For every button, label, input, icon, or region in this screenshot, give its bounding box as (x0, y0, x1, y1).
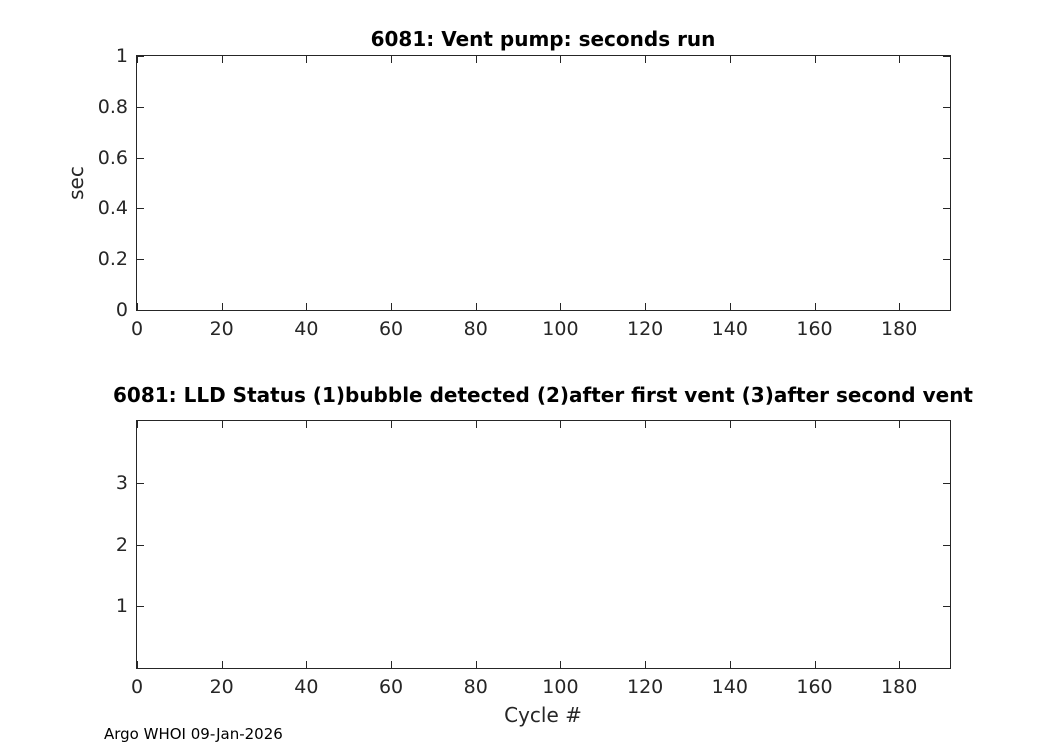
x-tick-mark (560, 303, 562, 310)
x-tick-label: 80 (463, 318, 488, 340)
x-tick-mark (645, 421, 647, 428)
x-tick-label: 0 (130, 318, 144, 340)
y-tick-label: 0.2 (97, 248, 128, 271)
y-tick-mark (137, 208, 144, 210)
lld-status-plot-area: 0 20 40 60 80 100 120 140 160 180 1 2 3 (116, 420, 951, 698)
x-tick-mark (560, 421, 562, 428)
y-tick-mark (137, 56, 144, 57)
x-tick-mark (475, 661, 477, 668)
x-tick-label: 20 (209, 318, 234, 340)
y-tick-mark (943, 106, 950, 108)
x-tick-mark (729, 303, 731, 310)
x-tick-label: 40 (294, 318, 319, 340)
x-tick-mark (645, 303, 647, 310)
x-tick-label: 80 (463, 676, 488, 698)
vent-pump-chart-title: 6081: Vent pump: seconds run (370, 27, 716, 51)
y-tick-mark (943, 482, 950, 484)
y-tick-mark (137, 157, 144, 159)
figure-footer: Argo WHOI 09-Jan-2026 (104, 725, 283, 743)
x-tick-label: 100 (542, 676, 579, 698)
cycle-x-axis-label: Cycle # (504, 703, 582, 727)
x-tick-mark (475, 56, 477, 63)
x-tick-mark (645, 661, 647, 668)
x-tick-mark (391, 56, 393, 63)
y-tick-label: 1 (115, 45, 128, 67)
y-tick-mark (943, 157, 950, 159)
y-tick-label: 1 (115, 595, 128, 618)
x-tick-label: 60 (378, 676, 404, 698)
x-tick-label: 180 (881, 676, 918, 698)
x-tick-mark (899, 661, 901, 668)
y-tick-mark (137, 606, 144, 608)
x-tick-mark (814, 56, 816, 63)
x-tick-label: 140 (711, 676, 748, 698)
x-tick-label: 120 (626, 676, 664, 698)
x-tick-mark (221, 303, 223, 310)
x-tick-mark (391, 661, 393, 668)
x-tick-mark (899, 56, 901, 63)
x-tick-mark (306, 303, 308, 310)
x-tick-mark (137, 421, 138, 428)
x-tick-mark (645, 56, 647, 63)
x-tick-mark (814, 421, 816, 428)
x-tick-mark (729, 56, 731, 63)
x-tick-mark (306, 661, 308, 668)
y-tick-label: 3 (115, 471, 128, 494)
y-tick-mark (943, 208, 950, 210)
x-tick-mark (137, 303, 138, 310)
x-tick-mark (391, 421, 393, 428)
x-tick-label: 40 (294, 676, 319, 698)
x-tick-mark (560, 661, 562, 668)
x-tick-mark (221, 56, 223, 63)
x-tick-label: 20 (209, 676, 234, 698)
x-tick-mark (899, 303, 901, 310)
x-tick-label: 120 (626, 318, 664, 340)
x-tick-mark (391, 303, 393, 310)
lld-status-chart-title: 6081: LLD Status (1)bubble detected (2)a… (113, 383, 973, 407)
x-tick-mark (137, 661, 138, 668)
x-tick-label: 160 (796, 318, 833, 340)
x-tick-label: 0 (130, 676, 144, 698)
y-tick-mark (943, 259, 950, 261)
y-tick-mark (943, 310, 950, 311)
x-tick-mark (137, 56, 138, 63)
x-tick-label: 100 (542, 318, 579, 340)
x-tick-mark (729, 661, 731, 668)
x-tick-mark (475, 421, 477, 428)
y-tick-mark (137, 544, 144, 546)
y-tick-label: 2 (115, 533, 128, 556)
x-tick-mark (729, 421, 731, 428)
y-tick-label: 0 (115, 299, 128, 321)
y-tick-mark (137, 259, 144, 261)
x-tick-label: 140 (711, 318, 748, 340)
y-tick-mark (943, 56, 950, 57)
y-tick-mark (137, 482, 144, 484)
y-tick-label: 0.8 (97, 95, 128, 118)
x-tick-label: 60 (378, 318, 404, 340)
x-tick-mark (221, 421, 223, 428)
x-tick-mark (814, 303, 816, 310)
y-tick-mark (943, 606, 950, 608)
x-tick-mark (899, 421, 901, 428)
y-tick-mark (137, 310, 144, 311)
y-tick-label: 0.4 (97, 197, 128, 220)
x-tick-mark (475, 303, 477, 310)
vent-pump-plot-area: 0 20 40 60 80 100 120 140 160 180 0 0.2 0.4 0.6 0.8 1 (98, 45, 951, 340)
y-tick-mark (137, 106, 144, 108)
x-tick-label: 160 (796, 676, 833, 698)
x-tick-label: 180 (881, 318, 918, 340)
x-tick-mark (306, 421, 308, 428)
vent-pump-y-axis-label: sec (64, 166, 88, 200)
x-tick-mark (814, 661, 816, 668)
x-tick-mark (221, 661, 223, 668)
y-tick-label: 0.6 (97, 146, 128, 169)
x-tick-mark (306, 56, 308, 63)
y-tick-mark (943, 544, 950, 546)
x-tick-mark (560, 56, 562, 63)
